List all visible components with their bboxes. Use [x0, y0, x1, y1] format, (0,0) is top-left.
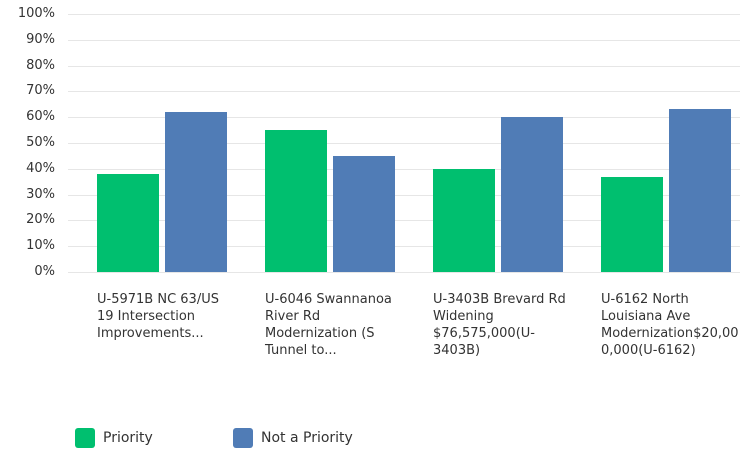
x-tick-label: U-5971B NC 63/US 19 Intersection Improve… [97, 292, 219, 341]
x-tick-label: U-6046 Swannanoa River Rd Modernization … [265, 292, 392, 358]
grid-line [68, 66, 740, 67]
bar [265, 130, 327, 272]
y-tick-label: 10% [26, 238, 55, 254]
bar [669, 109, 731, 272]
grid-line [68, 169, 740, 170]
grid-line [68, 272, 740, 273]
legend-swatch [233, 428, 253, 448]
legend-label: Priority [103, 430, 153, 446]
grid-line [68, 14, 740, 15]
y-tick-label: 30% [26, 186, 55, 202]
x-tick-label: U-6162 North Louisiana Ave Modernization… [601, 292, 739, 358]
bar [333, 155, 395, 272]
legend-swatch [75, 428, 95, 448]
y-tick-label: 70% [26, 83, 55, 99]
grid-line [68, 91, 740, 92]
grid-line [68, 246, 740, 247]
grid-line [68, 117, 740, 118]
y-tick-label: 100% [17, 6, 55, 21]
y-tick-label: 0% [34, 264, 55, 279]
x-tick-label: U-3403B Brevard Rd Widening $76,575,000(… [433, 292, 566, 358]
y-tick-label: 20% [26, 212, 55, 228]
bar [165, 112, 227, 272]
bar [601, 176, 663, 272]
bar [433, 168, 495, 272]
bar [501, 117, 563, 272]
legend-label: Not a Priority [261, 430, 353, 446]
grid-line [68, 40, 740, 41]
y-tick-label: 60% [26, 109, 55, 125]
y-tick-label: 80% [26, 57, 55, 73]
bar [97, 173, 159, 272]
grid-line [68, 195, 740, 196]
grid-line [68, 143, 740, 144]
y-tick-label: 90% [26, 31, 55, 47]
grid-line [68, 220, 740, 221]
y-tick-label: 50% [26, 135, 55, 150]
y-tick-label: 40% [26, 160, 55, 176]
